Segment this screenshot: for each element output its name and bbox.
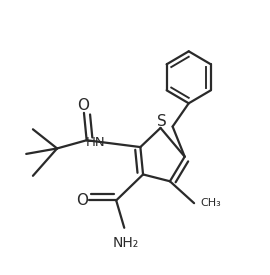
Text: CH₃: CH₃ xyxy=(201,198,222,208)
Text: NH₂: NH₂ xyxy=(113,236,139,250)
Text: S: S xyxy=(157,114,167,129)
Text: HN: HN xyxy=(86,136,106,149)
Text: O: O xyxy=(77,98,89,113)
Text: O: O xyxy=(77,193,89,208)
